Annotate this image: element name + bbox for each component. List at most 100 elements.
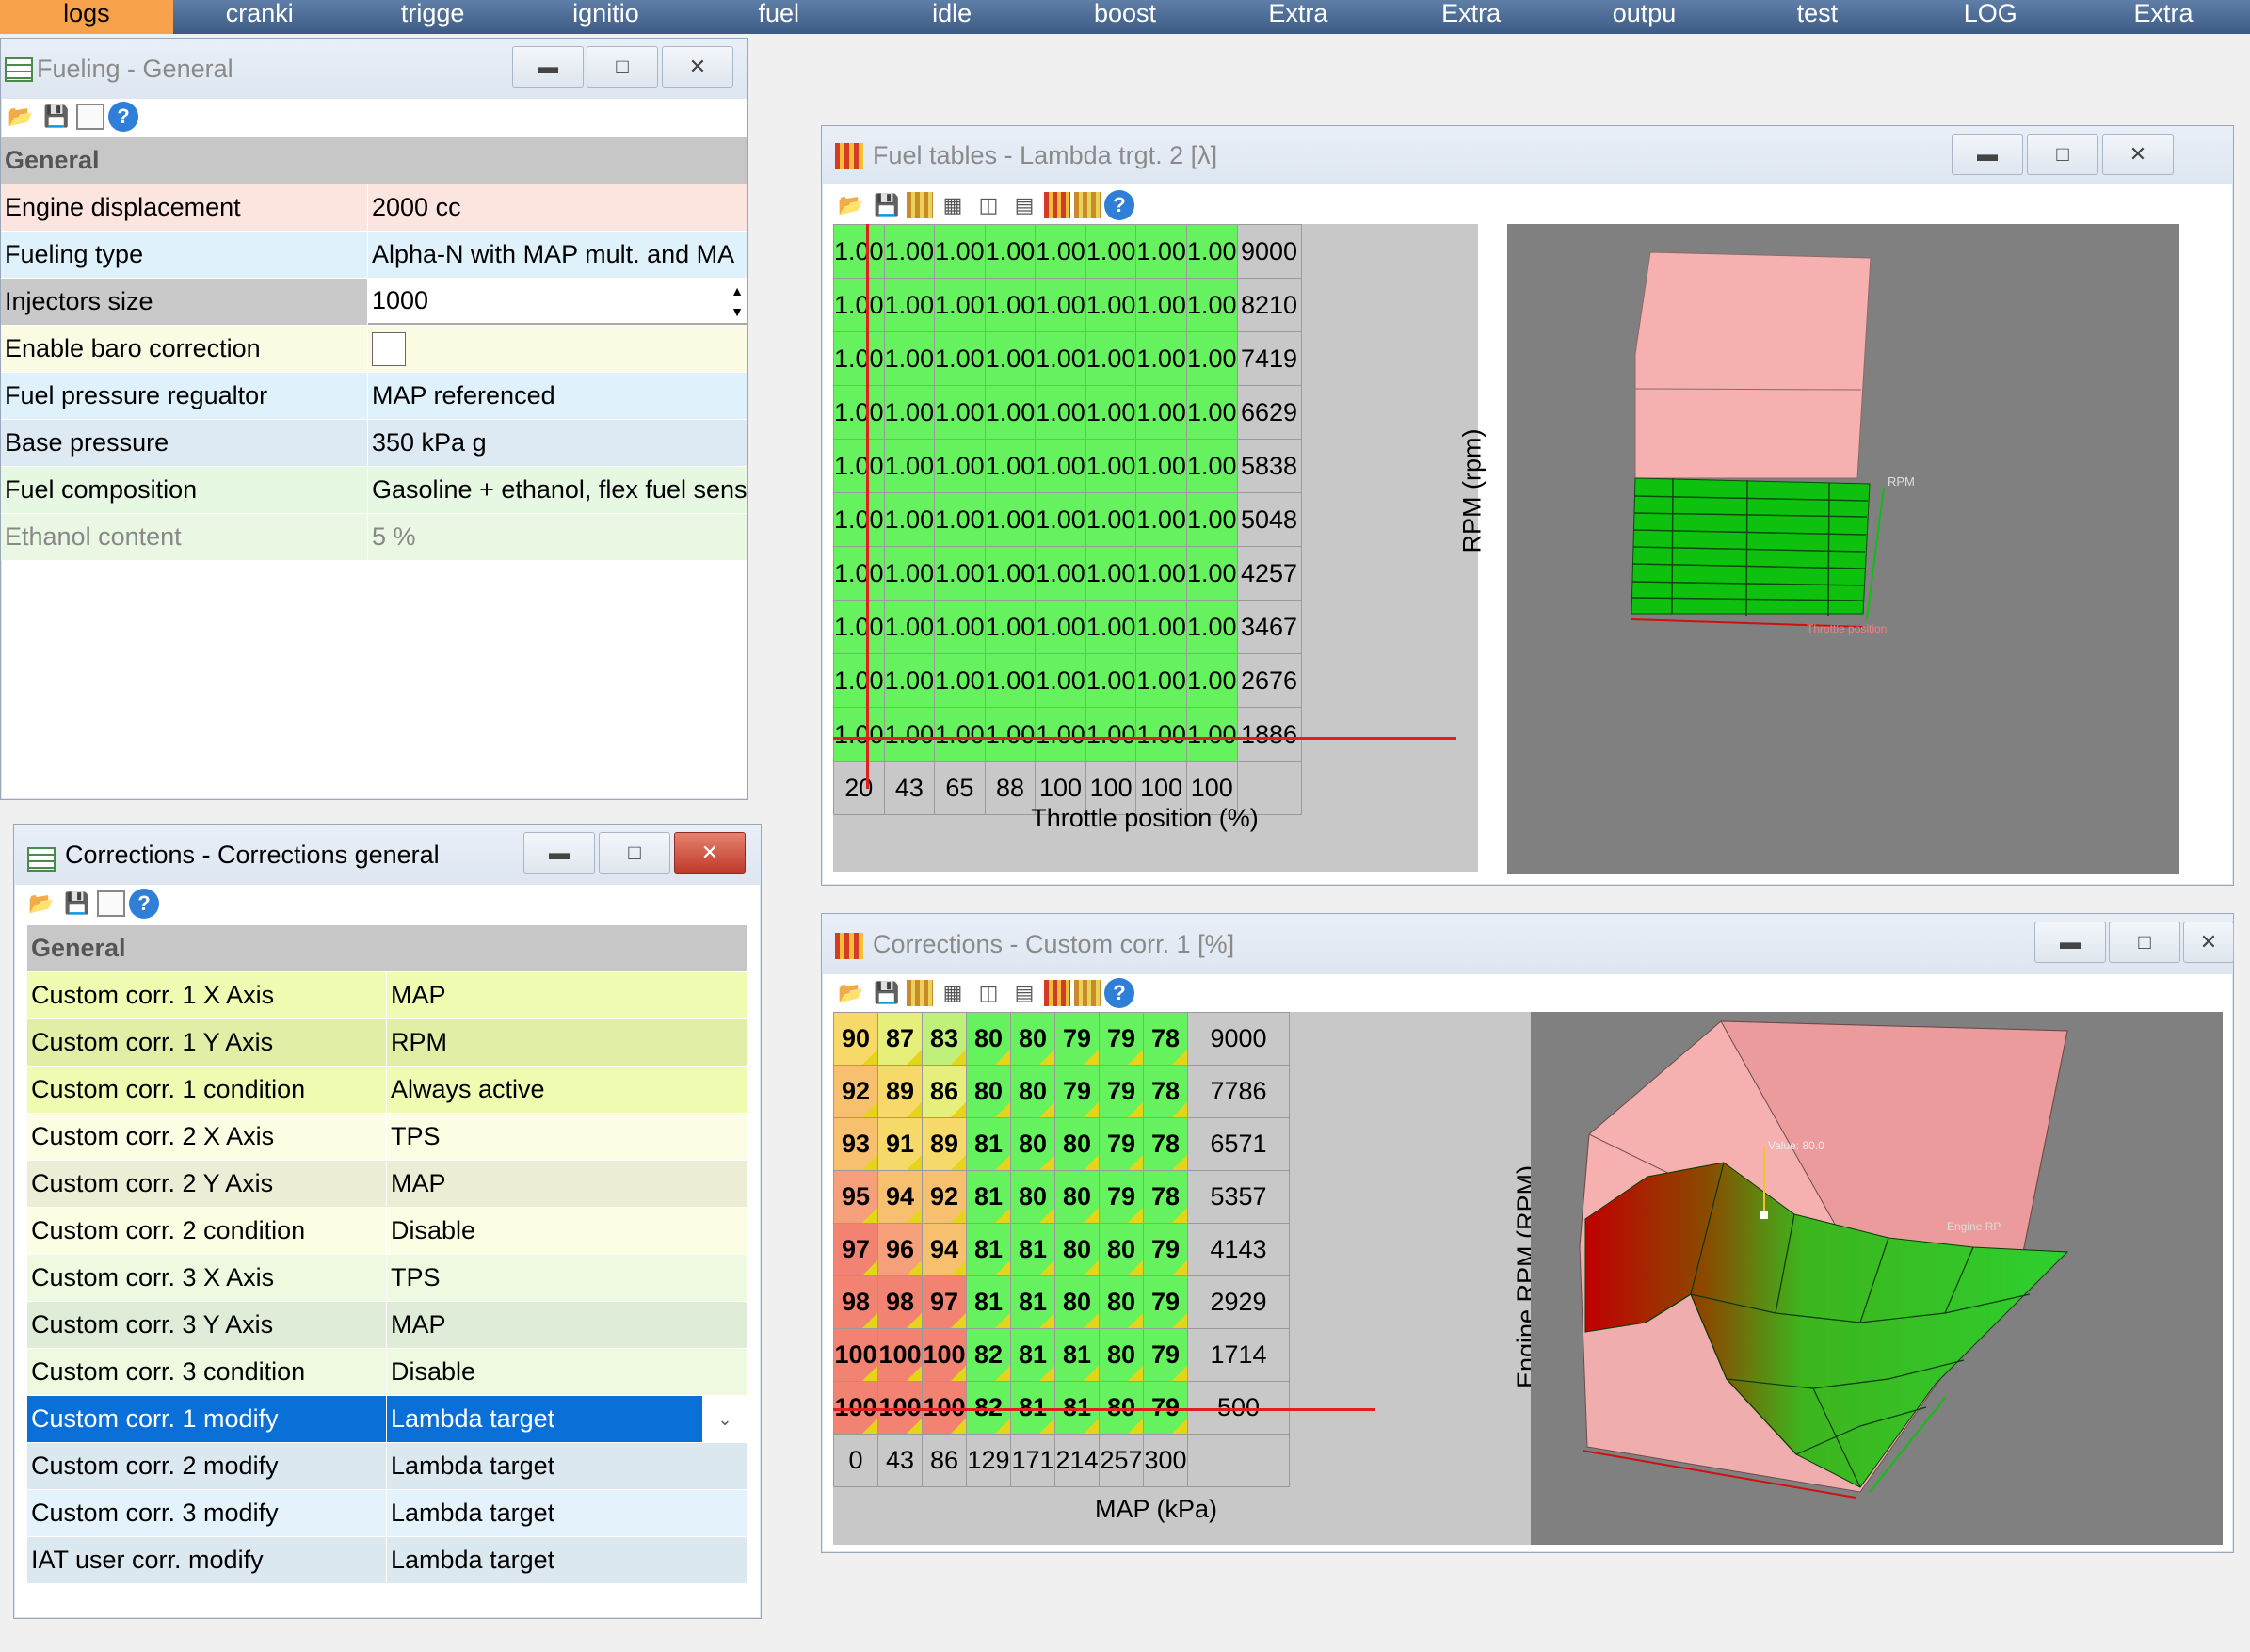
- table-cell[interactable]: 80: [1010, 1012, 1055, 1066]
- minimize-button[interactable]: ▬: [2034, 922, 2106, 963]
- table-cell[interactable]: 1.00: [1135, 439, 1187, 493]
- table-cell[interactable]: 92: [922, 1170, 967, 1224]
- property-value[interactable]: MAP: [387, 1161, 747, 1207]
- table-cell[interactable]: 1.00: [883, 546, 936, 601]
- property-row[interactable]: Fueling type Alpha-N with MAP mult. and M…: [1, 232, 747, 279]
- table-cell[interactable]: 100: [922, 1328, 967, 1382]
- table-cell[interactable]: 81: [966, 1170, 1011, 1224]
- table-cell[interactable]: 1.00: [833, 278, 885, 332]
- property-value[interactable]: Lambda target ⌄: [387, 1396, 747, 1442]
- property-row[interactable]: Custom corr. 2 X Axis TPS: [27, 1114, 747, 1161]
- table-cell[interactable]: 1.00: [934, 439, 986, 493]
- property-row[interactable]: Engine displacement 2000 cc: [1, 184, 747, 232]
- table-cell[interactable]: 1.00: [1135, 707, 1187, 762]
- help-icon[interactable]: ?: [129, 889, 159, 919]
- table-cell[interactable]: 1.00: [1085, 439, 1137, 493]
- table-cell[interactable]: 1.00: [1135, 224, 1187, 279]
- property-row[interactable]: Enable baro correction: [1, 326, 747, 373]
- table-cell[interactable]: 80: [1010, 1065, 1055, 1118]
- table-cell[interactable]: 96: [877, 1223, 923, 1276]
- corr-table-titlebar[interactable]: Corrections - Custom corr. 1 [%] ▬ □ ✕: [822, 914, 2234, 974]
- property-value[interactable]: Alpha-N with MAP mult. and MA: [368, 232, 747, 278]
- table-cell[interactable]: 79: [1054, 1065, 1100, 1118]
- menu-tab[interactable]: Extra: [1441, 0, 1502, 27]
- close-button[interactable]: ✕: [674, 832, 746, 874]
- map-axis-value[interactable]: 129: [966, 1434, 1011, 1487]
- table-cell[interactable]: 79: [1099, 1012, 1144, 1066]
- table-cell[interactable]: 1.00: [883, 278, 936, 332]
- table-cell[interactable]: 80: [1099, 1223, 1144, 1276]
- table-cell[interactable]: 87: [877, 1012, 923, 1066]
- chart-3d-icon[interactable]: ▦: [942, 193, 963, 217]
- table-cell[interactable]: 80: [966, 1065, 1011, 1118]
- maximize-button[interactable]: □: [599, 832, 670, 874]
- table-cell[interactable]: 1.00: [833, 546, 885, 601]
- table-cell[interactable]: 1.00: [1185, 278, 1238, 332]
- corrections-window-titlebar[interactable]: Corrections - Corrections general ▬ □ ✕: [14, 825, 761, 885]
- table-cell[interactable]: 82: [966, 1328, 1011, 1382]
- table-cell[interactable]: 81: [1010, 1381, 1055, 1435]
- table-cell[interactable]: 83: [922, 1012, 967, 1066]
- table-cell[interactable]: 81: [966, 1117, 1011, 1171]
- table-cell[interactable]: 80: [1054, 1117, 1100, 1171]
- table-cell[interactable]: 81: [966, 1275, 1011, 1329]
- rpm-axis-value[interactable]: 7786: [1187, 1065, 1290, 1118]
- colored-grid-icon[interactable]: [1044, 192, 1070, 218]
- table-cell[interactable]: 79: [1143, 1223, 1188, 1276]
- property-row[interactable]: Custom corr. 3 X Axis TPS: [27, 1255, 747, 1302]
- table-cell[interactable]: 100: [877, 1381, 923, 1435]
- tps-axis-value[interactable]: 100: [1085, 761, 1137, 815]
- rpm-axis-value[interactable]: 9000: [1187, 1012, 1290, 1066]
- table-cell[interactable]: 1.00: [1185, 653, 1238, 708]
- table-cell[interactable]: 1.00: [984, 331, 1037, 386]
- rpm-axis-value[interactable]: 500: [1187, 1381, 1290, 1435]
- table-cell[interactable]: 1.00: [1085, 546, 1137, 601]
- property-value[interactable]: 350 kPa g: [368, 420, 747, 466]
- rpm-axis-value[interactable]: 6571: [1187, 1117, 1290, 1171]
- chart-3d-icon[interactable]: ▦: [942, 981, 963, 1004]
- tps-axis-value[interactable]: 43: [883, 761, 936, 815]
- table-cell[interactable]: 1.00: [1035, 331, 1086, 386]
- property-row[interactable]: Custom corr. 1 modify Lambda target ⌄: [27, 1396, 747, 1443]
- property-value[interactable]: 5 %: [368, 514, 747, 560]
- table-cell[interactable]: 1.00: [1085, 331, 1137, 386]
- property-value[interactable]: Lambda target: [387, 1443, 747, 1489]
- chevron-down-icon[interactable]: ⌄: [702, 1396, 747, 1442]
- menu-tab[interactable]: test: [1796, 0, 1839, 27]
- table-cell[interactable]: 81: [1010, 1275, 1055, 1329]
- menu-tab[interactable]: idle: [932, 0, 972, 27]
- property-row[interactable]: Custom corr. 1 condition Always active: [27, 1067, 747, 1114]
- table-cell[interactable]: 1.00: [833, 331, 885, 386]
- table-cell[interactable]: 1.00: [833, 600, 885, 654]
- table-cell[interactable]: 78: [1143, 1117, 1188, 1171]
- property-value[interactable]: Gasoline + ethanol, flex fuel sens: [368, 467, 747, 513]
- table-cell[interactable]: 1.00: [833, 707, 885, 762]
- minimize-button[interactable]: ▬: [1952, 134, 2023, 175]
- maximize-button[interactable]: □: [2109, 922, 2180, 963]
- table-cell[interactable]: 82: [966, 1381, 1011, 1435]
- rpm-axis-value[interactable]: 5838: [1236, 439, 1302, 493]
- table-cell[interactable]: 1.00: [1085, 707, 1137, 762]
- table-cell[interactable]: 1.00: [833, 492, 885, 547]
- table-cell[interactable]: 1.00: [1035, 600, 1086, 654]
- rpm-axis-value[interactable]: 2929: [1187, 1275, 1290, 1329]
- map-axis-value[interactable]: 300: [1143, 1434, 1188, 1487]
- table-cell[interactable]: 1.00: [883, 492, 936, 547]
- menu-tab[interactable]: Extra: [1268, 0, 1328, 27]
- rows-icon[interactable]: ▤: [1014, 981, 1035, 1004]
- table-cell[interactable]: 80: [1054, 1170, 1100, 1224]
- spin-arrows-icon[interactable]: ▲ ▼: [731, 283, 744, 319]
- table-cell[interactable]: 1.00: [984, 653, 1037, 708]
- maximize-button[interactable]: □: [2027, 134, 2098, 175]
- table-cell[interactable]: 1.00: [984, 600, 1037, 654]
- interpolate-icon[interactable]: [1074, 980, 1101, 1006]
- property-row[interactable]: Custom corr. 2 condition Disable: [27, 1208, 747, 1255]
- table-cell[interactable]: 1.00: [934, 707, 986, 762]
- property-row[interactable]: Custom corr. 1 X Axis MAP: [27, 972, 747, 1019]
- table-cell[interactable]: 98: [833, 1275, 878, 1329]
- table-cell[interactable]: 1.00: [1135, 278, 1187, 332]
- table-cell[interactable]: 80: [1099, 1328, 1144, 1382]
- save-icon[interactable]: 💾: [64, 891, 90, 915]
- table-cell[interactable]: 1.00: [984, 385, 1037, 440]
- tps-axis-value[interactable]: 100: [1135, 761, 1187, 815]
